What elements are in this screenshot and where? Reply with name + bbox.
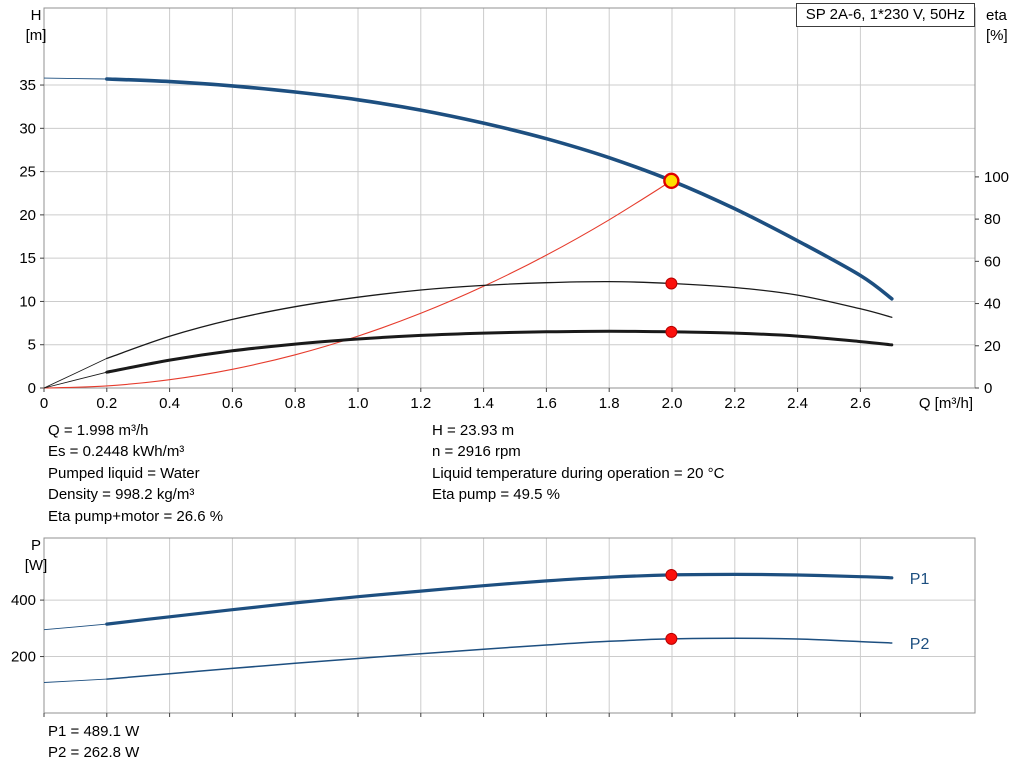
info-density: Density = 998.2 kg/m³ xyxy=(48,486,195,504)
x-tick-label: 2.0 xyxy=(662,395,683,412)
info-flow: Q = 1.998 m³/h xyxy=(48,422,149,439)
eta-pump-curve xyxy=(43,280,893,389)
x-tick-label: 0 xyxy=(40,395,48,412)
info-specific-energy: Es = 0.2448 kWh/m³ xyxy=(48,443,185,461)
x-tick-label: 2.6 xyxy=(850,395,871,412)
y-right-tick-label: 60 xyxy=(984,253,1001,270)
y-left-tick-label: 400 xyxy=(11,592,36,609)
y-left-tick-label: 0 xyxy=(28,380,36,397)
p1-readout: P1 = 489.1 W xyxy=(48,723,140,740)
head-curve xyxy=(43,77,894,301)
p2-curve xyxy=(43,637,893,683)
power-readout: P1 = 489.1 W P2 = 262.8 W xyxy=(48,721,139,764)
y-right-axis-label: eta xyxy=(986,7,1008,24)
y-left-tick-label: 10 xyxy=(19,293,36,310)
duty-point-head[interactable] xyxy=(663,172,680,190)
pump-model-title: SP 2A-6, 1*230 V, 50Hz xyxy=(795,3,975,27)
p2-readout: P2 = 262.8 W xyxy=(48,744,140,762)
p1-curve xyxy=(43,572,894,631)
x-tick-label: 2.2 xyxy=(724,395,745,412)
duty-point-p2[interactable] xyxy=(665,632,678,645)
y-left-axis-label: H xyxy=(31,7,42,24)
p1-curve-label: P1 xyxy=(910,571,930,588)
duty-info-left-column: Q = 1.998 m³/h Es = 0.2448 kWh/m³ Pumped… xyxy=(48,420,223,527)
system-curve xyxy=(43,180,672,389)
y-right-tick-label: 20 xyxy=(984,338,1001,355)
info-head: H = 23.93 m xyxy=(432,422,515,439)
gridlines xyxy=(44,538,975,713)
y-left-axis-label: [W] xyxy=(25,557,48,574)
info-speed: n = 2916 rpm xyxy=(432,443,521,461)
duty-info-right-column: H = 23.93 m n = 2916 rpm Liquid temperat… xyxy=(432,420,724,506)
chart-area-1: 200 400 P [W] P1 P2 xyxy=(11,537,976,717)
info-eta-pump-motor: Eta pump+motor = 26.6 % xyxy=(48,507,224,525)
x-tick-label: 1.2 xyxy=(410,395,431,412)
y-left-tick-label: 15 xyxy=(19,250,36,267)
y-left-axis-label: [m] xyxy=(26,27,47,44)
p2-curve-label: P2 xyxy=(910,636,930,653)
y-left-tick-label: 25 xyxy=(19,164,36,181)
y-left-tick-label: 20 xyxy=(19,207,36,224)
x-tick-label: 0.8 xyxy=(285,395,306,412)
x-tick-label: 1.8 xyxy=(599,395,620,412)
y-left-tick-label: 200 xyxy=(11,649,36,666)
duty-point-eta-pump[interactable] xyxy=(665,277,678,290)
plot-border xyxy=(43,537,976,714)
y-right-tick-label: 100 xyxy=(984,169,1009,186)
x-tick-label: 1.4 xyxy=(473,395,494,412)
y-right-tick-label: 80 xyxy=(984,211,1001,228)
y-left-axis-label: P xyxy=(31,537,41,554)
gridlines xyxy=(44,8,975,388)
duty-point-p1[interactable] xyxy=(665,568,678,581)
x-tick-label: 1.6 xyxy=(536,395,557,412)
x-tick-label: 1.0 xyxy=(348,395,369,412)
y-right-axis-label: [%] xyxy=(986,27,1008,44)
y-right-tick-label: 0 xyxy=(984,380,992,397)
x-tick-label: 0.4 xyxy=(159,395,180,412)
info-pumped-liquid: Pumped liquid = Water xyxy=(48,464,200,482)
y-left-tick-label: 35 xyxy=(19,77,36,94)
x-tick-label: 2.4 xyxy=(787,395,808,412)
x-tick-label: 0.6 xyxy=(222,395,243,412)
y-left-tick-label: 5 xyxy=(28,337,36,354)
info-eta-pump: Eta pump = 49.5 % xyxy=(432,486,560,504)
plot-border xyxy=(43,7,976,389)
chart-area-0: 0 0.2 0.4 0.6 0.8 1.0 1.2 1.4 1.6 1.8 2.0 2.2 2.4 2.6… xyxy=(19,7,1009,412)
duty-point-eta-pump-motor[interactable] xyxy=(665,325,678,338)
y-left-tick-label: 30 xyxy=(19,120,36,137)
info-liquid-temp: Liquid temperature during operation = 20… xyxy=(432,464,725,482)
x-tick-label: 0.2 xyxy=(96,395,117,412)
y-right-tick-label: 40 xyxy=(984,296,1001,313)
x-axis-label: Q [m³/h] xyxy=(919,395,973,412)
eta-pump-motor-curve xyxy=(43,329,894,389)
